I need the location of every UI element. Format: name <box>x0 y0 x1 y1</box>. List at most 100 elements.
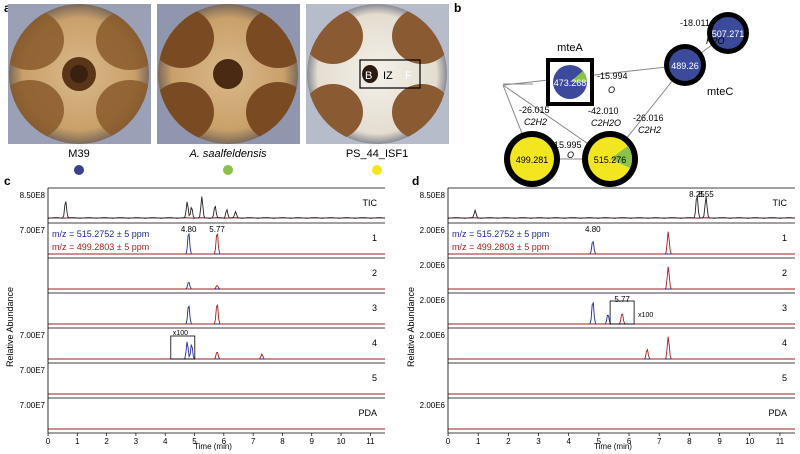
node-473-value: 473.268 <box>554 78 587 88</box>
edge-mass: -26.016 <box>633 113 664 123</box>
strain-dot-ps44 <box>372 165 382 175</box>
x-tick-label: 8 <box>280 437 285 446</box>
chart-d-xlabel: Time (min) <box>594 442 632 451</box>
x-tick-label: 1 <box>476 437 481 446</box>
edge-formula: O <box>567 150 574 160</box>
row-name-label: TIC <box>773 198 788 208</box>
row-scale-label: 8.50E8 <box>20 191 46 200</box>
trace-4-515 <box>48 341 385 360</box>
panel-label-b: b <box>454 1 461 15</box>
row-scale-label: 2.00E6 <box>420 226 446 235</box>
row-scale-label: 2.00E6 <box>420 296 446 305</box>
edge-mass: -18.011 <box>680 18 710 28</box>
trace-4-499 <box>48 351 385 360</box>
node-515-slice <box>610 146 633 168</box>
plate-1-center-core <box>70 65 88 83</box>
chromatogram-d: 8.50E8 TIC 8.258.55 2.00E6 1 4.80 m/z = 515.27… <box>420 187 795 446</box>
row-name-label: 3 <box>782 303 787 313</box>
plate-3-zone-box <box>359 59 421 89</box>
row-scale-label: 7.00E7 <box>20 331 46 340</box>
zoom-box <box>170 335 196 360</box>
node-473-name: mteA <box>557 42 583 54</box>
row-name-label: TIC <box>363 198 378 208</box>
trace-2-499 <box>448 266 795 290</box>
row-scale-label: 7.00E7 <box>20 226 46 235</box>
strain-dot-saalfeldensis <box>223 165 233 175</box>
plate-3-center-colony <box>362 65 378 83</box>
x-tick-label: 11 <box>776 437 785 446</box>
x-tick-label: 5 <box>597 437 602 446</box>
x-tick-label: 2 <box>506 437 511 446</box>
legend-499: m/z = 499.2803 ± 5 ppm <box>52 242 149 252</box>
node-507 <box>712 17 744 49</box>
x-tick-label: 10 <box>337 437 346 446</box>
x-tick-label: 10 <box>745 437 754 446</box>
legend-499: m/z = 499.2803 ± 5 ppm <box>452 242 549 252</box>
petri-plate-1 <box>8 4 151 144</box>
x-tick-label: 7 <box>657 437 662 446</box>
x-tick-label: 3 <box>134 437 139 446</box>
x-tick-label: 9 <box>310 437 315 446</box>
strain-label-saalfeldensis: A. saalfeldensis <box>188 148 267 160</box>
row-name-label: 4 <box>372 338 377 348</box>
plate-2-center-colony <box>213 59 243 89</box>
row-name-label: 3 <box>372 303 377 313</box>
peak-label: 5.77 <box>614 295 630 304</box>
zoom-annotation: x100 <box>173 330 188 337</box>
trace-1-499 <box>448 231 795 255</box>
x-tick-label: 5 <box>192 437 197 446</box>
x-tick-label: 11 <box>366 437 375 446</box>
legend-515: m/z = 515.2752 ± 5 ppm <box>452 229 549 239</box>
panel-label-a: a <box>4 1 11 15</box>
edge-mass: -15.994 <box>597 71 628 81</box>
row-name-label: 4 <box>782 338 787 348</box>
chromatogram-c: 8.50E8 TIC 7.00E7 1 4.80 5.77 m/z = 515.2752 ±… <box>20 187 385 446</box>
trace-4-499 <box>448 336 795 360</box>
petri-plate-2 <box>157 4 300 144</box>
row-name-label: 2 <box>782 268 787 278</box>
peak-label: 5.77 <box>209 225 225 234</box>
row-scale-label: 7.00E7 <box>20 401 46 410</box>
edge-formula: C2H2 <box>638 125 661 135</box>
node-507-value: 507.271 <box>712 29 745 39</box>
peak-label: 4.80 <box>585 225 601 234</box>
panel-label-c: c <box>4 174 11 188</box>
row-name-label: 1 <box>372 233 377 243</box>
trace-2-499 <box>48 285 385 290</box>
x-tick-label: 0 <box>46 437 51 446</box>
node-489-value: 489.26 <box>671 61 699 71</box>
edge-formula: H2O <box>706 36 725 46</box>
chart-c-xlabel: Time (min) <box>194 442 232 451</box>
peak-label: 8.25 <box>689 190 705 199</box>
legend-515: m/z = 515.2752 ± 5 ppm <box>52 229 149 239</box>
trace-1-499 <box>48 233 385 255</box>
trace-3-515 <box>448 301 795 325</box>
row-scale-label: 8.50E8 <box>420 191 446 200</box>
x-tick-label: 6 <box>627 437 632 446</box>
row-name-label: PDA <box>358 408 377 418</box>
row-scale-label: 2.00E6 <box>420 401 446 410</box>
row-scale-label: 2.00E6 <box>420 331 446 340</box>
edge-mass: -15.995 <box>551 140 582 150</box>
zone-label-f: F <box>405 70 412 82</box>
x-tick-label: 6 <box>222 437 227 446</box>
x-tick-label: 0 <box>446 437 451 446</box>
molecular-network: 507.271 mteA 473.268 489.26 mteC 499.281… <box>502 12 749 187</box>
peak-label: 8.55 <box>698 190 714 199</box>
x-tick-label: 7 <box>251 437 256 446</box>
chart-d-ylabel: Relative Abundance <box>406 287 416 367</box>
row-name-label: 5 <box>782 373 787 383</box>
strain-label-m39: M39 <box>68 148 89 160</box>
edge-mass: -42.010 <box>588 106 619 116</box>
zone-label-b: B <box>365 70 372 82</box>
edge-line <box>503 64 686 86</box>
zoom-annotation: x100 <box>638 312 653 319</box>
edge-formula: C2H2 <box>524 117 547 127</box>
x-tick-label: 4 <box>566 437 571 446</box>
strain-dot-m39 <box>74 165 84 175</box>
x-tick-label: 8 <box>687 437 692 446</box>
zoom-box <box>609 300 635 325</box>
strain-legend: M39 A. saalfeldensis PS_44_ISF1 <box>68 148 408 175</box>
